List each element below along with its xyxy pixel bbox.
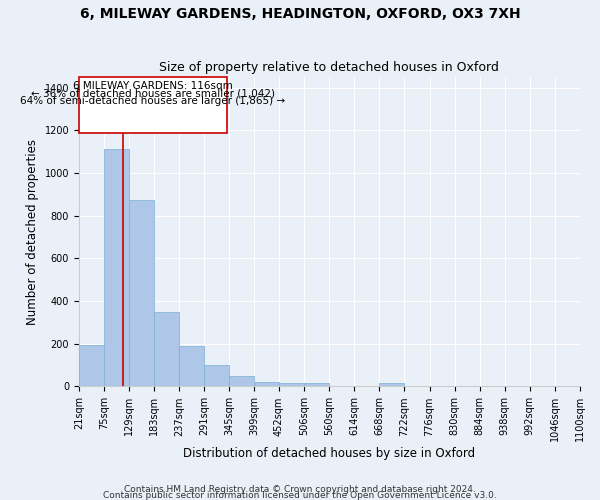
Bar [379,384,404,386]
Text: 64% of semi-detached houses are larger (1,865) →: 64% of semi-detached houses are larger (… [20,96,286,106]
Bar [79,345,104,387]
Bar [154,312,179,386]
Bar [205,365,229,386]
Text: 6, MILEWAY GARDENS, HEADINGTON, OXFORD, OX3 7XH: 6, MILEWAY GARDENS, HEADINGTON, OXFORD, … [80,8,520,22]
Bar [229,376,254,386]
Y-axis label: Number of detached properties: Number of detached properties [26,139,39,325]
Bar [129,200,154,386]
Bar [179,346,204,387]
Text: Contains public sector information licensed under the Open Government Licence v3: Contains public sector information licen… [103,491,497,500]
Bar [279,382,304,386]
Title: Size of property relative to detached houses in Oxford: Size of property relative to detached ho… [160,62,499,74]
Bar [104,148,129,386]
Text: 6 MILEWAY GARDENS: 116sqm: 6 MILEWAY GARDENS: 116sqm [73,82,233,92]
Text: Contains HM Land Registry data © Crown copyright and database right 2024.: Contains HM Land Registry data © Crown c… [124,484,476,494]
Text: ← 36% of detached houses are smaller (1,042): ← 36% of detached houses are smaller (1,… [31,89,275,99]
Bar [254,382,280,386]
Bar [304,382,329,386]
FancyBboxPatch shape [79,77,227,132]
X-axis label: Distribution of detached houses by size in Oxford: Distribution of detached houses by size … [184,447,475,460]
